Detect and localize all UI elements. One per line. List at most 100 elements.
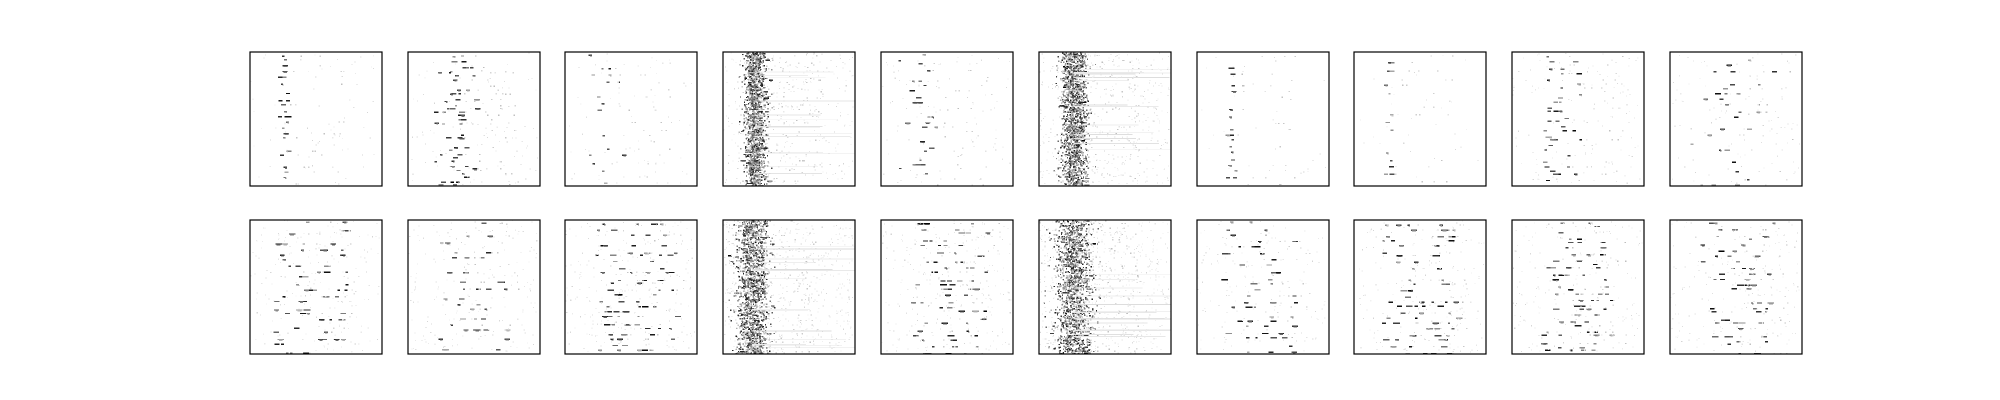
intensity-cell: [1065, 159, 1067, 161]
intensity-cell: [637, 162, 640, 164]
intensity-cell: [1140, 70, 1142, 72]
intensity-cell: [300, 59, 302, 61]
intensity-cell: [1068, 180, 1071, 182]
intensity-cell: [1090, 147, 1093, 149]
intensity-cell: [1547, 120, 1552, 122]
intensity-cell: [763, 113, 765, 116]
intensity-cell: [753, 106, 756, 109]
intensity-cell: [1074, 55, 1078, 57]
intensity-cell: [1073, 71, 1144, 73]
intensity-cell: [1594, 103, 1596, 105]
intensity-cell: [1094, 113, 1096, 115]
intensity-cell: [735, 181, 737, 183]
intensity-cell: [927, 69, 931, 72]
intensity-cell: [483, 135, 485, 137]
intensity-cell: [1166, 142, 1168, 144]
intensity-cell: [1105, 88, 1107, 90]
intensity-cell: [1543, 130, 1547, 132]
intensity-cell: [308, 156, 310, 158]
intensity-cell: [748, 159, 751, 162]
intensity-cell: [1441, 159, 1443, 162]
intensity-cell: [372, 67, 374, 69]
intensity-cell: [820, 91, 822, 93]
intensity-cell: [1082, 131, 1085, 133]
intensity-cell: [760, 156, 762, 159]
intensity-cell: [1122, 59, 1124, 62]
intensity-cell: [477, 123, 479, 125]
intensity-cell: [1538, 53, 1540, 55]
intensity-cell: [455, 63, 457, 65]
intensity-cell: [750, 76, 752, 78]
intensity-cell: [1068, 111, 1071, 113]
intensity-cell: [1066, 55, 1068, 57]
intensity-cell: [1068, 56, 1070, 58]
intensity-cell: [759, 120, 762, 122]
intensity-cell: [1071, 69, 1073, 72]
intensity-cell: [1064, 163, 1067, 165]
intensity-cell: [756, 131, 759, 134]
intensity-cell: [1162, 73, 1164, 75]
intensity-cell: [1230, 134, 1235, 136]
intensity-cell: [737, 81, 739, 83]
intensity-cell: [1083, 168, 1086, 171]
intensity-cell: [1138, 62, 1140, 64]
intensity-cell: [748, 138, 750, 141]
intensity-cell: [749, 102, 751, 104]
intensity-cell: [754, 61, 757, 64]
intensity-cell: [1071, 72, 1073, 75]
intensity-cell: [1081, 65, 1084, 68]
intensity-cell: [1070, 144, 1073, 147]
intensity-cell: [1118, 139, 1120, 141]
intensity-cell: [1082, 177, 1085, 180]
intensity-cell: [725, 181, 727, 183]
intensity-cell: [734, 102, 736, 104]
intensity-cell: [760, 148, 763, 150]
intensity-cell: [761, 71, 764, 73]
intensity-cell: [339, 133, 342, 135]
intensity-cell: [1568, 99, 1570, 101]
intensity-cell: [1063, 122, 1066, 124]
intensity-cell: [1427, 166, 1430, 168]
intensity-cell: [1247, 184, 1249, 186]
intensity-cell: [755, 77, 757, 79]
intensity-cell: [748, 55, 751, 58]
intensity-cell: [1066, 87, 1069, 90]
intensity-cell: [747, 59, 750, 62]
intensity-cell: [1070, 101, 1072, 103]
intensity-cell: [1130, 87, 1132, 89]
intensity-cell: [747, 54, 749, 57]
intensity-cell: [763, 162, 766, 165]
intensity-cell: [966, 130, 968, 133]
intensity-cell: [753, 184, 755, 186]
intensity-cell: [1085, 157, 1088, 160]
intensity-cell: [1073, 166, 1076, 168]
intensity-cell: [751, 103, 753, 106]
intensity-cell: [1069, 113, 1071, 116]
intensity-cell: [754, 98, 758, 100]
intensity-cell: [1078, 77, 1080, 79]
intensity-cell: [1077, 128, 1079, 131]
intensity-cell: [804, 174, 806, 176]
intensity-cell: [649, 66, 652, 68]
intensity-cell: [1062, 56, 1064, 58]
intensity-cell: [757, 178, 760, 180]
intensity-cell: [758, 104, 760, 107]
intensity-cell: [1087, 105, 1090, 107]
intensity-cell: [1073, 177, 1076, 179]
intensity-cell: [1130, 142, 1132, 144]
intensity-cell: [1048, 172, 1050, 175]
intensity-cell: [1075, 97, 1081, 99]
intensity-cell: [1070, 154, 1073, 156]
intensity-cell: [757, 73, 760, 76]
intensity-cell: [1072, 92, 1075, 95]
intensity-cell: [755, 75, 757, 78]
intensity-cell: [1062, 181, 1064, 183]
intensity-cell: [1056, 174, 1058, 176]
intensity-cell: [777, 166, 780, 168]
intensity-cell: [633, 95, 635, 97]
intensity-cell: [520, 164, 522, 166]
intensity-cell: [821, 89, 823, 91]
intensity-cell: [806, 66, 809, 69]
intensity-cell: [808, 164, 810, 166]
intensity-cell: [1113, 95, 1115, 97]
